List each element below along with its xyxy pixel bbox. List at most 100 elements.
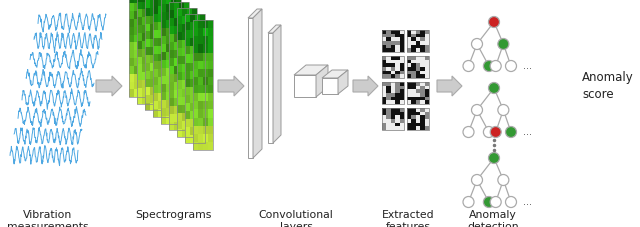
Bar: [387, 82, 391, 86]
Bar: [163, 0, 168, 6]
Bar: [193, 20, 198, 28]
Bar: [391, 93, 396, 97]
Bar: [179, 122, 184, 130]
Bar: [179, 18, 184, 26]
Bar: [185, 111, 190, 119]
Bar: [412, 108, 416, 112]
Bar: [190, 71, 195, 79]
Bar: [208, 20, 213, 28]
Bar: [179, 42, 184, 50]
Bar: [187, 121, 192, 129]
Bar: [391, 60, 396, 63]
Bar: [145, 16, 150, 24]
Bar: [396, 71, 399, 74]
Bar: [193, 93, 198, 101]
Bar: [139, 19, 144, 27]
Bar: [174, 66, 179, 74]
Bar: [134, 66, 139, 74]
Bar: [192, 40, 197, 48]
Bar: [129, 66, 134, 74]
Bar: [155, 16, 160, 24]
Bar: [382, 48, 387, 52]
Bar: [396, 34, 399, 37]
Bar: [177, 56, 182, 64]
Bar: [185, 22, 190, 30]
Bar: [382, 82, 404, 104]
Bar: [179, 90, 184, 98]
Bar: [407, 37, 412, 41]
Bar: [179, 66, 184, 74]
Bar: [176, 76, 181, 84]
Bar: [412, 82, 416, 86]
Bar: [153, 62, 158, 69]
Bar: [387, 126, 391, 130]
Text: Convolutional
layers: Convolutional layers: [259, 210, 333, 227]
Bar: [396, 48, 399, 52]
Bar: [174, 2, 179, 10]
Polygon shape: [294, 65, 328, 75]
Bar: [145, 103, 150, 110]
Polygon shape: [218, 76, 244, 96]
Bar: [150, 95, 155, 103]
Bar: [168, 46, 173, 54]
Bar: [208, 126, 213, 134]
Bar: [412, 45, 416, 48]
Bar: [166, 36, 171, 44]
Bar: [174, 50, 179, 58]
Bar: [144, 74, 149, 81]
Bar: [153, 38, 158, 46]
Bar: [187, 89, 192, 96]
Bar: [391, 89, 396, 93]
Bar: [391, 37, 396, 41]
Bar: [391, 63, 396, 67]
Bar: [176, 52, 181, 60]
Bar: [155, 63, 160, 71]
Circle shape: [463, 61, 474, 72]
Bar: [420, 37, 424, 41]
Bar: [169, 66, 174, 74]
Bar: [145, 71, 150, 79]
Bar: [177, 40, 182, 48]
Bar: [412, 112, 416, 115]
Bar: [174, 58, 179, 66]
Bar: [137, 49, 142, 57]
Bar: [185, 119, 190, 127]
Bar: [399, 74, 404, 78]
Bar: [420, 97, 424, 100]
Bar: [134, 50, 139, 58]
Bar: [412, 86, 416, 89]
Bar: [193, 142, 198, 150]
Bar: [182, 129, 187, 137]
Bar: [399, 67, 404, 71]
Bar: [424, 67, 429, 71]
Bar: [396, 123, 399, 126]
Bar: [391, 100, 396, 104]
Bar: [387, 74, 391, 78]
Bar: [396, 100, 399, 104]
Bar: [161, 52, 166, 60]
Bar: [144, 19, 149, 27]
Bar: [382, 56, 387, 60]
Bar: [198, 93, 203, 101]
Bar: [184, 122, 189, 130]
Bar: [391, 30, 396, 34]
Bar: [176, 28, 181, 36]
Bar: [420, 41, 424, 45]
Bar: [190, 54, 195, 62]
Bar: [152, 57, 157, 64]
Bar: [129, 3, 134, 11]
Bar: [158, 22, 163, 30]
Bar: [182, 105, 187, 113]
Bar: [176, 84, 181, 92]
Bar: [171, 44, 176, 52]
Bar: [412, 89, 416, 93]
Bar: [145, 95, 150, 103]
Bar: [391, 115, 396, 119]
Bar: [152, 25, 157, 33]
Bar: [387, 63, 391, 67]
Bar: [168, 14, 173, 22]
Bar: [142, 64, 147, 72]
Text: ...: ...: [523, 127, 532, 137]
Bar: [155, 8, 160, 16]
Bar: [139, 27, 144, 35]
